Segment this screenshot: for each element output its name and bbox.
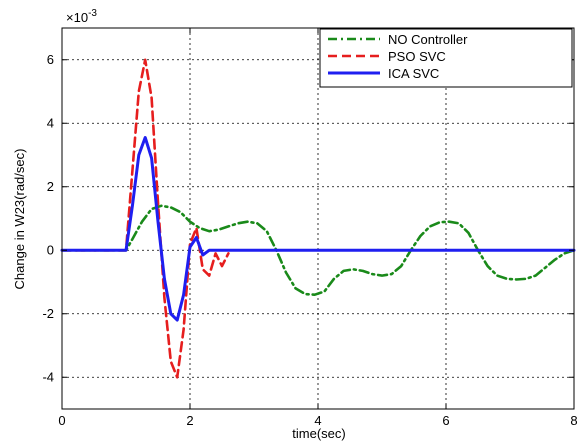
x-tick-label: 2 — [186, 413, 193, 428]
x-tick-label: 8 — [570, 413, 577, 428]
x-tick-label: 0 — [58, 413, 65, 428]
y-axis-label: Change in W23(rad/sec) — [12, 149, 27, 290]
x-tick-label: 6 — [442, 413, 449, 428]
legend-label: NO Controller — [388, 32, 468, 47]
x-tick-label: 4 — [314, 413, 321, 428]
y-tick-label: 2 — [47, 179, 54, 194]
axis-ticks: 0 2 4 6 8 -4 -2 0 2 4 6 — [42, 28, 578, 428]
legend-label: ICA SVC — [388, 66, 439, 81]
series-line-3 — [60, 136, 576, 322]
legend: NO Controller PSO SVC ICA SVC — [319, 28, 573, 88]
y-tick-label: -4 — [42, 369, 54, 384]
x-axis-label: time(sec) — [292, 426, 345, 441]
series-line-2 — [60, 58, 230, 379]
y-tick-label: -2 — [42, 306, 54, 321]
series-line-1 — [60, 204, 576, 297]
legend-label: PSO SVC — [388, 49, 446, 64]
y-tick-label: 4 — [47, 115, 54, 130]
legend-entries: NO Controller PSO SVC ICA SVC — [328, 32, 468, 81]
grid-lines — [62, 28, 574, 409]
y-axis-multiplier: ×10-3 — [66, 8, 97, 25]
series-lines — [60, 58, 576, 379]
y-tick-label: 0 — [47, 242, 54, 257]
y-tick-label: 6 — [47, 52, 54, 67]
